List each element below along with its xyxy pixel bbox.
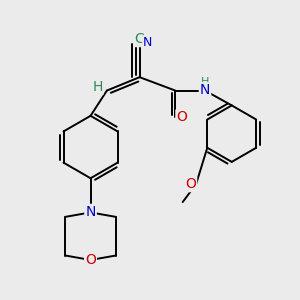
Text: N: N bbox=[143, 37, 153, 50]
Text: H: H bbox=[92, 80, 103, 94]
Text: C: C bbox=[135, 32, 145, 46]
Text: O: O bbox=[176, 110, 187, 124]
Text: N: N bbox=[85, 205, 96, 219]
Text: O: O bbox=[85, 253, 96, 267]
Text: N: N bbox=[200, 83, 210, 97]
Text: O: O bbox=[185, 177, 196, 191]
Text: H: H bbox=[201, 77, 209, 87]
